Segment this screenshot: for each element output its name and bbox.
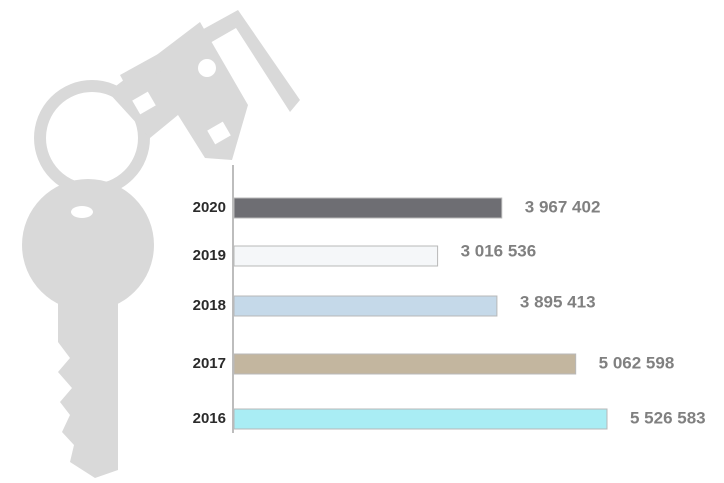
chart: 2020 3 967 402 2019 3 016 536 2018 3 895 413 2…: [0, 0, 724, 483]
y-tick-label: 2016: [193, 410, 226, 427]
bars: 2020 3 967 402 2019 3 016 536 2018 3 895 413 2…: [193, 197, 706, 429]
value-label: 5 526 583: [630, 408, 706, 427]
value-label: 3 016 536: [461, 241, 537, 260]
house-round-window: [198, 59, 216, 77]
value-label: 3 895 413: [520, 292, 596, 311]
y-tick-label: 2017: [193, 355, 226, 372]
key-illustration: [22, 10, 300, 478]
key-hole: [71, 206, 93, 218]
bar: [234, 409, 607, 429]
bar: [234, 296, 497, 316]
bar: [234, 198, 502, 218]
value-label: 5 062 598: [599, 353, 675, 372]
y-tick-label: 2018: [193, 297, 226, 314]
house: [108, 22, 248, 160]
bar: [234, 354, 576, 374]
bar: [234, 246, 438, 266]
y-tick-label: 2019: [193, 247, 226, 264]
value-label: 3 967 402: [525, 197, 601, 216]
key-blade: [58, 290, 118, 478]
y-tick-label: 2020: [193, 199, 226, 216]
